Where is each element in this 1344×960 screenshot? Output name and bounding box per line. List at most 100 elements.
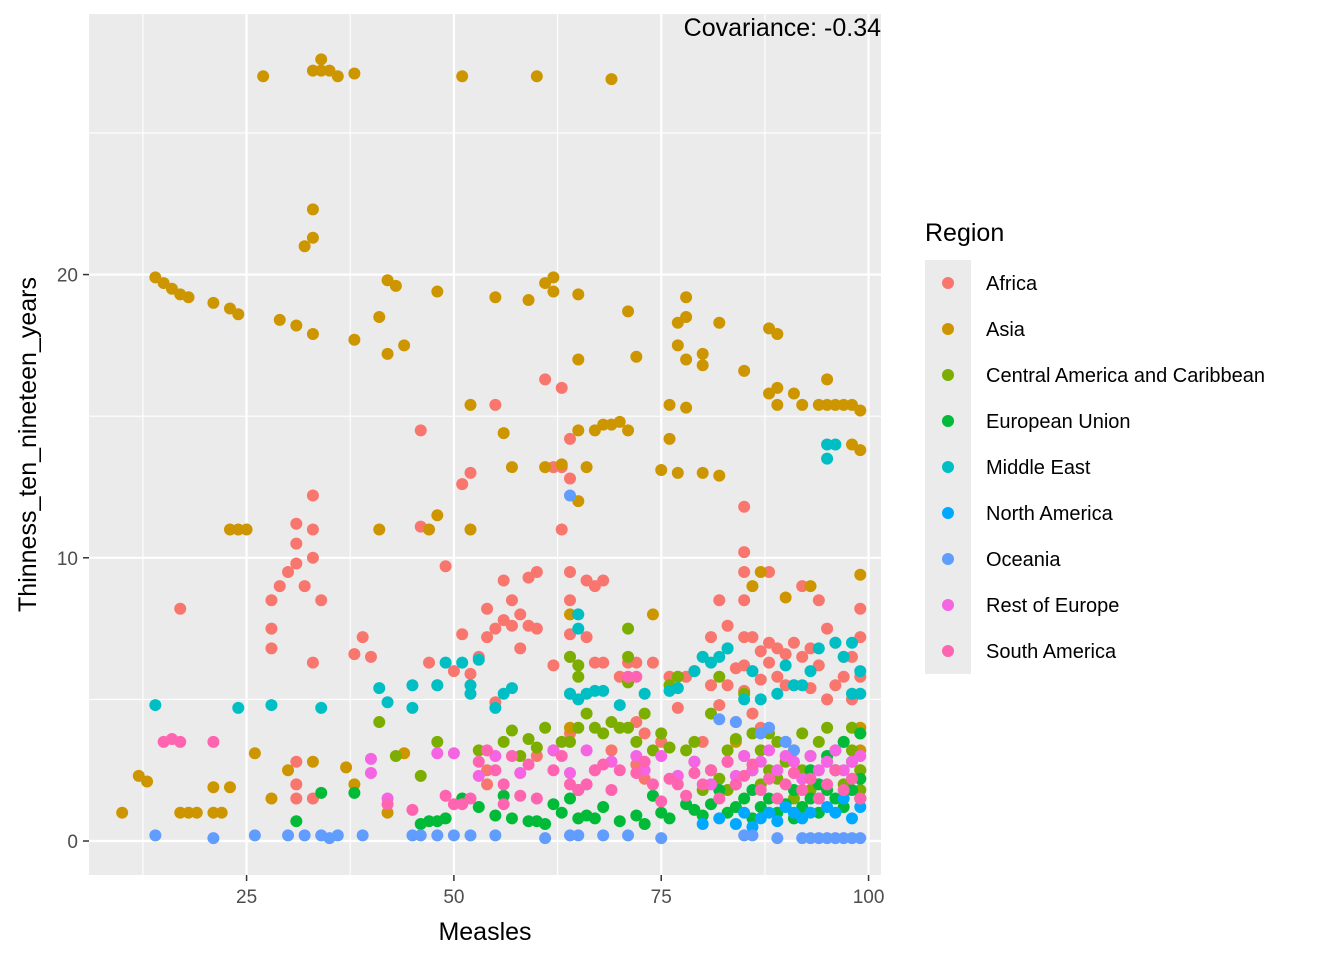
data-point [572,670,585,683]
data-point [497,427,510,440]
data-point [564,650,577,663]
data-point [845,687,858,700]
data-point [713,469,726,482]
legend-label: Central America and Caribbean [986,365,1265,387]
data-point [447,798,460,811]
data-point [804,832,817,845]
data-point [845,636,858,649]
data-point [812,792,825,805]
data-point [282,565,295,578]
data-point [713,699,726,712]
legend-key [942,645,954,657]
minor-gridlines [89,14,881,875]
y-tick-label: 0 [67,832,78,853]
data-point [779,648,792,661]
data-point [257,70,270,83]
data-point [779,659,792,672]
data-point [232,308,245,321]
data-point [464,687,477,700]
data-point [613,721,626,734]
data-point [580,778,593,791]
data-point [381,347,394,360]
data-point [746,631,759,644]
data-point [680,311,693,324]
data-point [356,631,369,644]
data-point [331,70,344,83]
data-point [738,806,751,819]
data-point [174,602,187,615]
data-point [746,758,759,771]
data-point [572,829,585,842]
data-point [423,656,436,669]
data-point [182,806,195,819]
data-point [812,735,825,748]
data-point [472,653,485,666]
data-point [729,769,742,782]
data-point [505,461,518,474]
data-point [439,812,452,825]
data-point [746,580,759,593]
data-point [829,792,842,805]
data-point [638,707,651,720]
data-point [638,818,651,831]
data-point [431,747,444,760]
data-point [696,818,709,831]
data-point [555,750,568,763]
y-tick-label: 20 [57,266,78,287]
data-point [837,670,850,683]
data-point [837,764,850,777]
data-point [439,560,452,573]
data-point [456,478,469,491]
data-point [564,565,577,578]
data-point [787,636,800,649]
data-point [447,747,460,760]
data-point [207,806,220,819]
data-point [505,682,518,695]
x-tick-label: 25 [236,887,257,908]
data-point [729,716,742,729]
data-point [688,767,701,780]
data-point [464,398,477,411]
data-point [547,285,560,298]
data-point [804,580,817,593]
data-point [713,713,726,726]
data-point [290,517,303,530]
y-axis-ticks: 0 10 20 [57,266,89,853]
data-point [597,684,610,697]
data-point [671,339,684,352]
data-point [456,656,469,669]
data-point [348,778,361,791]
data-point [812,832,825,845]
data-point [580,707,593,720]
data-point [207,781,220,794]
data-point [555,458,568,471]
data-point [854,792,867,805]
data-point [704,631,717,644]
data-point [389,750,402,763]
data-point [821,721,834,734]
data-point [298,240,311,253]
data-point [597,758,610,771]
data-point [754,565,767,578]
data-point [729,818,742,831]
data-point [713,792,726,805]
data-point [754,673,767,686]
data-point [223,523,236,536]
data-point [215,806,228,819]
data-point [796,832,809,845]
data-point [497,798,510,811]
data-point [655,832,668,845]
data-point [306,328,319,341]
data-point [505,724,518,737]
data-point [854,665,867,678]
data-point [771,735,784,748]
data-point [771,792,784,805]
data-point [680,353,693,366]
data-point [763,806,776,819]
data-point [796,784,809,797]
data-point [406,701,419,714]
data-point [597,574,610,587]
data-point [514,767,527,780]
data-point [514,750,527,763]
data-point [663,670,676,683]
